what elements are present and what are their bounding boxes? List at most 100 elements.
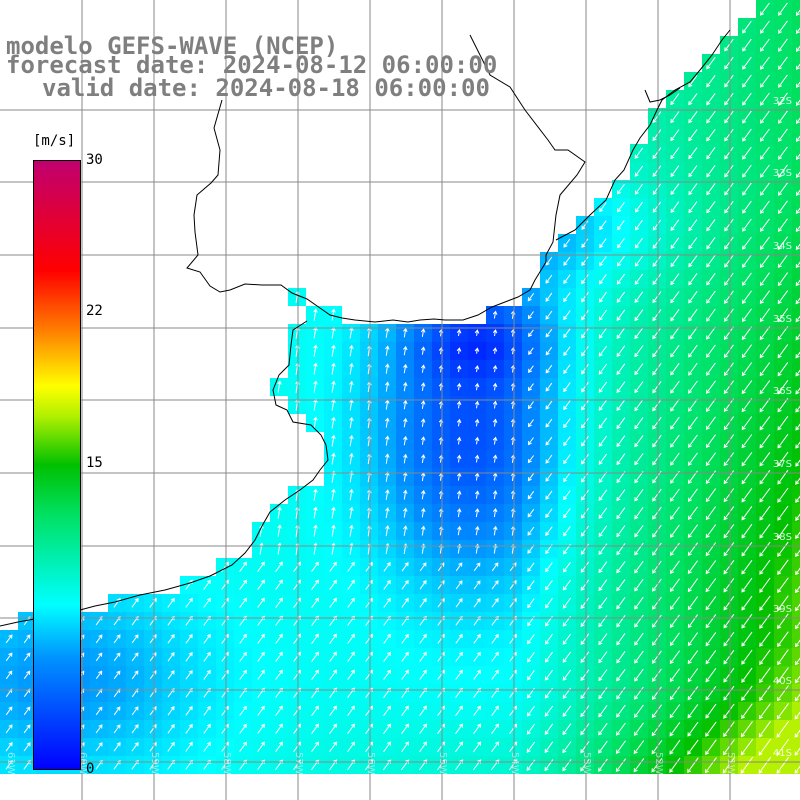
wind-vector-arrow [652, 542, 662, 556]
wind-vector-arrow [598, 291, 607, 303]
wind-vector-arrow [5, 742, 13, 752]
wind-vector-arrow [687, 739, 699, 755]
wind-vector-arrow [670, 506, 680, 520]
wind-vector-arrow [185, 723, 193, 734]
wind-vector-arrow [275, 633, 283, 644]
wind-vector-arrow [742, 182, 752, 196]
wind-vector-arrow [455, 633, 463, 644]
wind-vector-arrow [777, 433, 789, 449]
wind-vector-arrow [455, 598, 463, 608]
wind-vector-arrow [795, 423, 800, 431]
wind-speed-cell [792, 396, 800, 414]
wind-vector-arrow [562, 597, 572, 609]
wind-vector-arrow [527, 293, 535, 302]
latitude-label: 34S [773, 241, 792, 252]
wind-vector-arrow [669, 668, 681, 683]
wind-vector-arrow [778, 146, 788, 160]
wind-vector-arrow [705, 686, 717, 701]
wind-vector-arrow [742, 236, 752, 250]
wind-vector-arrow [420, 382, 426, 391]
wind-vector-arrow [634, 147, 644, 159]
wind-vector-arrow [651, 740, 663, 755]
wind-vector-arrow [760, 146, 770, 160]
latitude-label: 40S [773, 676, 792, 687]
wind-vector-arrow [544, 705, 554, 717]
wind-vector-arrow [795, 99, 800, 106]
wind-vector-arrow [239, 633, 247, 644]
wind-speed-cell [792, 342, 800, 360]
wind-vector-arrow [562, 741, 572, 754]
wind-vector-arrow [545, 292, 553, 302]
wind-vector-arrow [615, 740, 626, 754]
wind-vector-arrow [563, 508, 571, 519]
wind-vector-arrow [598, 543, 608, 556]
latitude-label: 38S [773, 532, 792, 543]
wind-vector-arrow [527, 491, 535, 500]
wind-vector-arrow [313, 398, 318, 411]
wind-vector-arrow [795, 9, 800, 16]
longitude-label: 55W [437, 752, 448, 775]
wind-vector-arrow [795, 27, 800, 34]
wind-vector-arrow [580, 453, 589, 465]
wind-vector-arrow [491, 669, 499, 680]
wind-vector-arrow [759, 344, 771, 359]
wind-vector-arrow [275, 651, 283, 662]
wind-vector-arrow [580, 435, 589, 447]
wind-vector-arrow [670, 93, 680, 106]
wind-vector-arrow [741, 362, 753, 377]
wind-vector-arrow [545, 454, 553, 464]
wind-vector-arrow [472, 741, 482, 753]
wind-vector-arrow [687, 596, 699, 611]
wind-vector-arrow [724, 110, 734, 124]
wind-vector-arrow [742, 128, 752, 142]
wind-vector-arrow [474, 454, 480, 463]
wind-vector-arrow [777, 344, 789, 359]
wind-vector-arrow [741, 308, 752, 322]
wind-vector-arrow [760, 164, 770, 178]
wind-vector-arrow [795, 567, 800, 576]
wind-vector-arrow [634, 704, 644, 718]
wind-vector-arrow [760, 200, 770, 214]
wind-vector-arrow [776, 703, 790, 720]
wind-vector-arrow [652, 578, 662, 592]
wind-vector-arrow [580, 741, 590, 754]
wind-vector-arrow [616, 651, 626, 664]
wind-vector-arrow [652, 668, 662, 682]
wind-vector-arrow [723, 560, 735, 575]
wind-speed-cell [792, 612, 800, 630]
wind-vector-arrow [742, 218, 752, 232]
wind-vector-arrow [741, 613, 753, 629]
wind-speed-cell [792, 72, 800, 90]
wind-vector-arrow [563, 364, 571, 375]
colorbar-tick-label: 30 [86, 152, 103, 168]
wind-vector-arrow [723, 326, 734, 340]
wind-speed-cell [792, 738, 800, 756]
wind-vector-arrow [759, 559, 771, 575]
wind-vector-arrow [794, 747, 800, 756]
wind-vector-arrow [705, 721, 717, 737]
wind-vector-arrow [562, 561, 571, 573]
wind-vector-arrow [777, 326, 789, 341]
wind-vector-arrow [795, 585, 800, 594]
wind-vector-arrow [331, 506, 336, 519]
wind-vector-arrow [349, 524, 354, 537]
wind-vector-arrow [669, 632, 680, 646]
wind-vector-arrow [776, 720, 790, 738]
wind-vector-arrow [723, 362, 734, 376]
wind-vector-arrow [598, 399, 608, 411]
wind-vector-arrow [740, 738, 754, 756]
wind-speed-cell [792, 540, 800, 558]
wind-vector-arrow [795, 117, 800, 124]
wind-vector-arrow [634, 507, 644, 520]
wind-vector-arrow [113, 652, 121, 662]
wind-vector-arrow [794, 765, 800, 774]
wind-speed-cell [792, 288, 800, 306]
wind-vector-arrow [795, 477, 800, 485]
wind-vector-arrow [401, 579, 409, 590]
wind-vector-arrow [491, 651, 499, 662]
longitude-label: 56W [365, 752, 376, 775]
wind-vector-arrow [419, 705, 427, 716]
latitude-label: 41S [773, 748, 792, 759]
wind-speed-cells [0, 0, 800, 774]
wind-vector-arrow [473, 562, 481, 572]
